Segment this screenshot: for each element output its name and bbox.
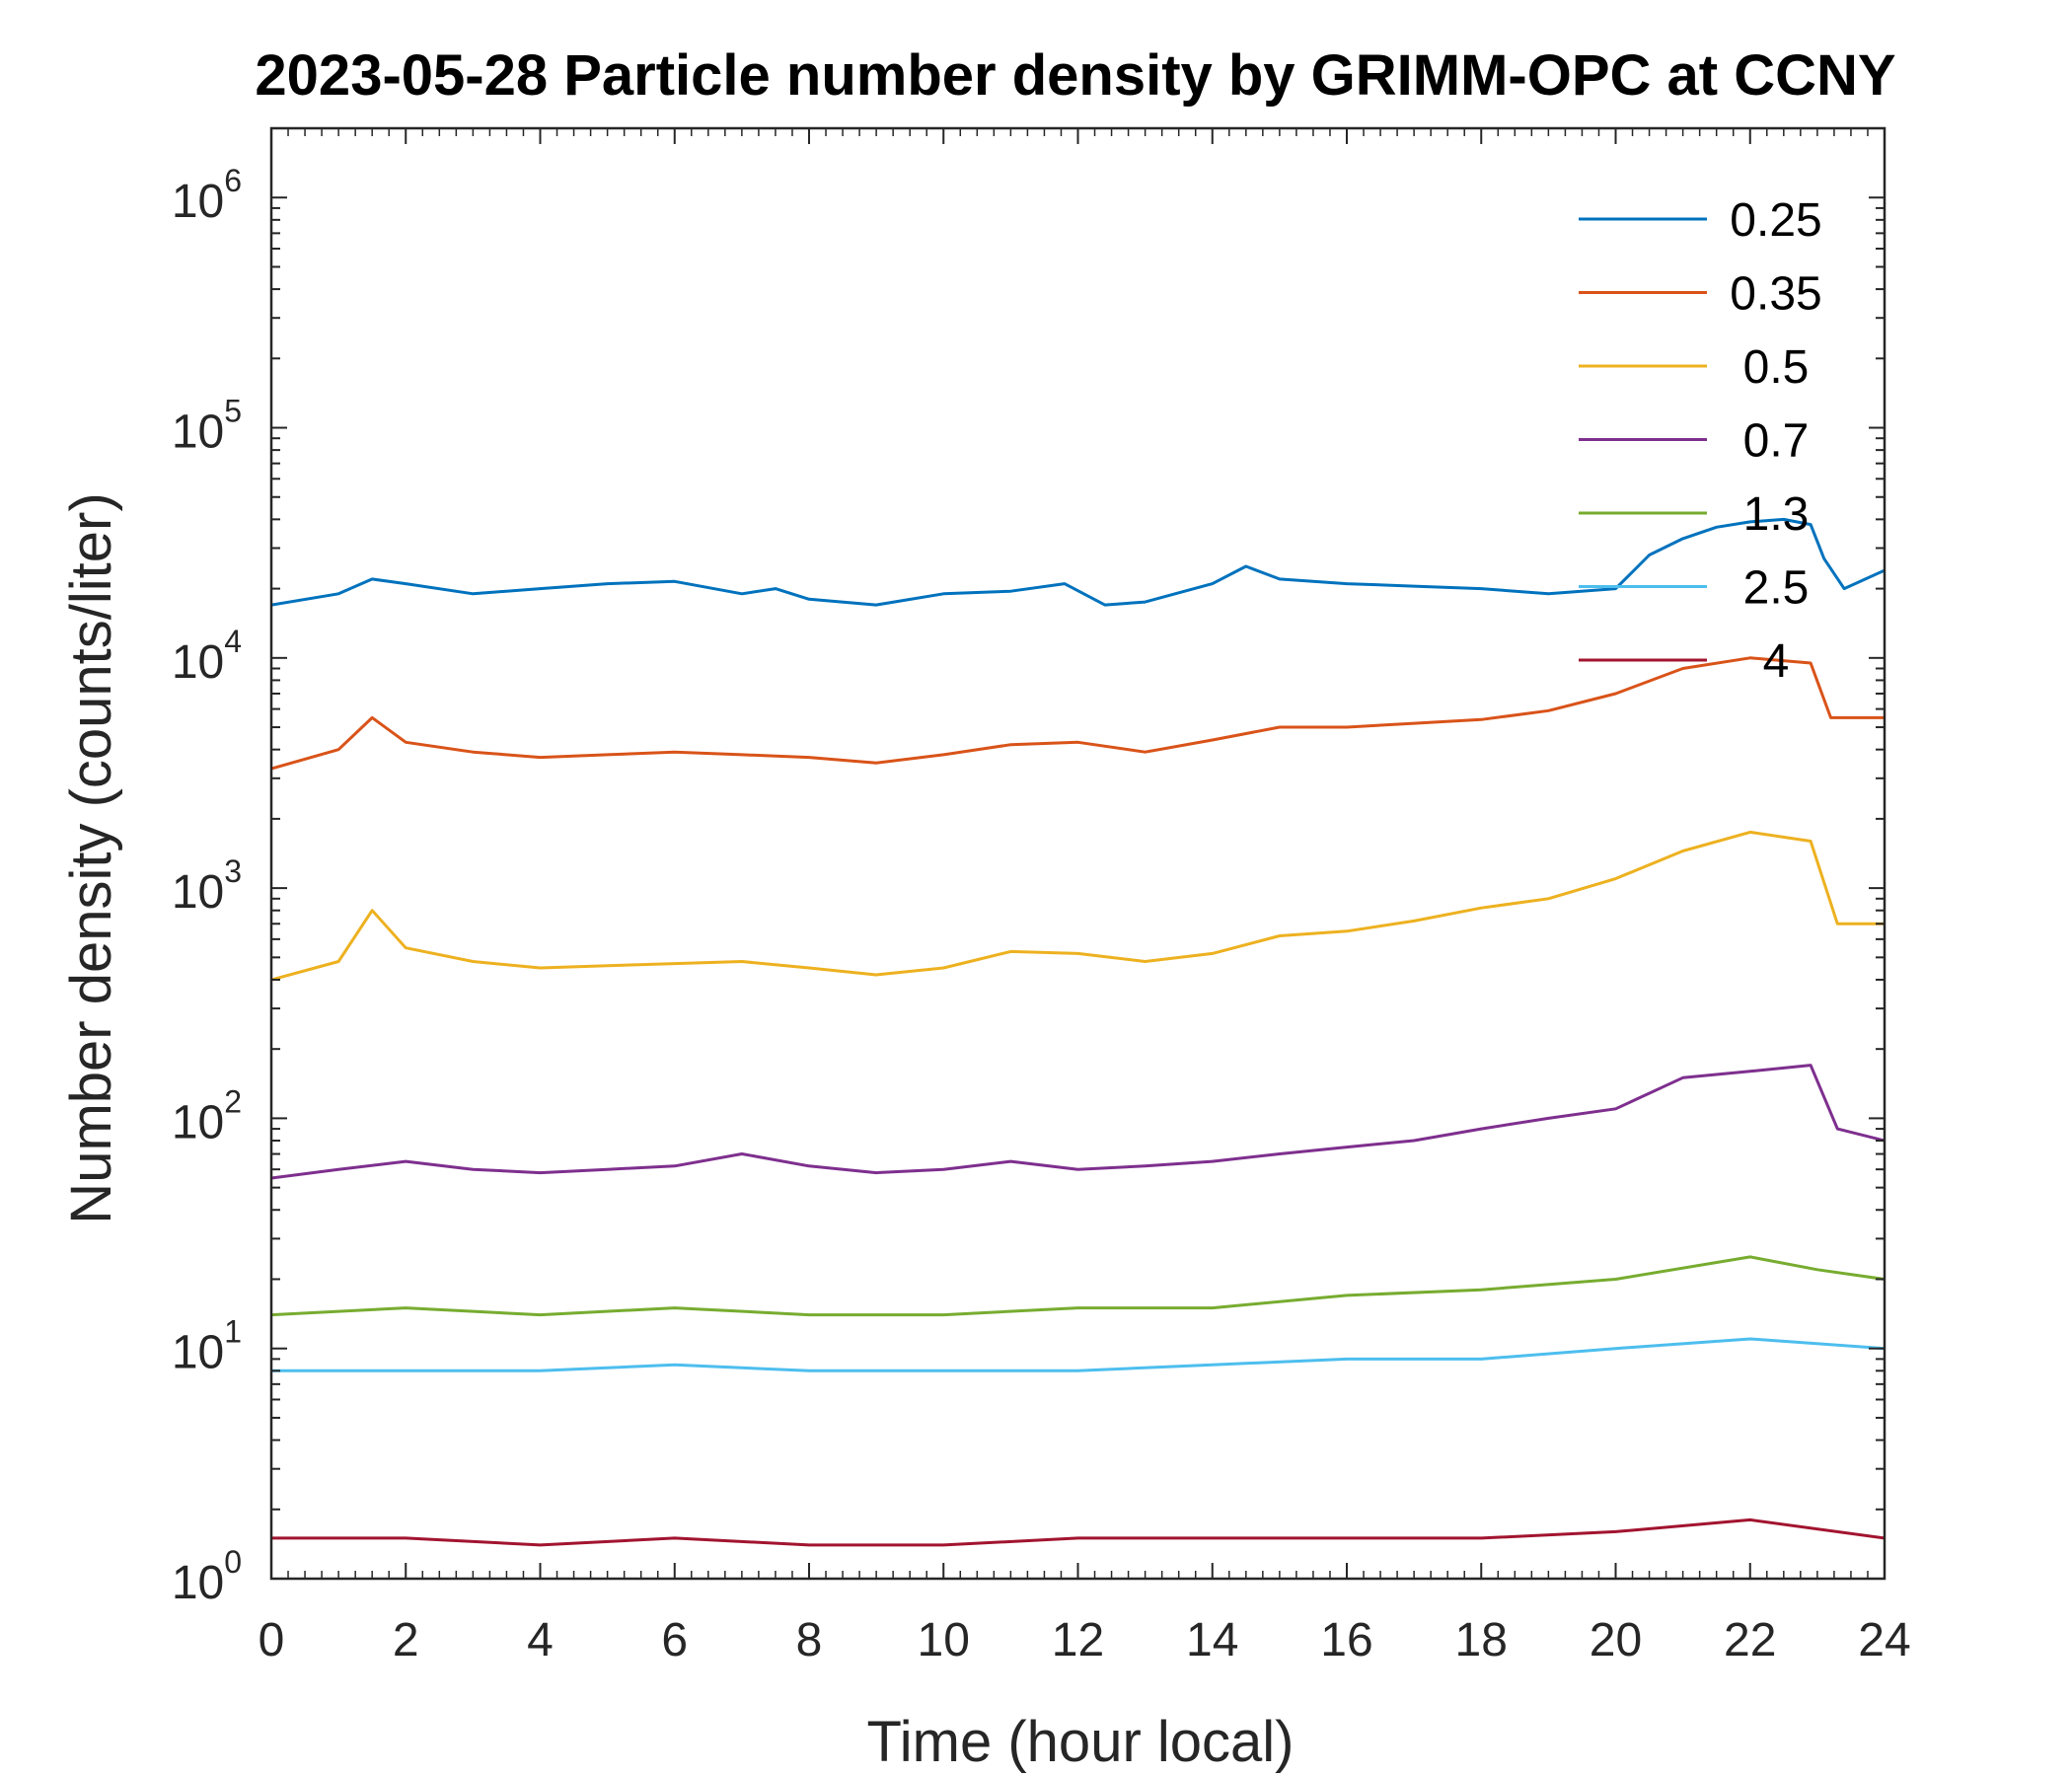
legend-entry-0-7: 0.7 <box>1579 415 1809 468</box>
legend-label: 1.3 <box>1743 488 1810 541</box>
x-tick-label: 0 <box>259 1614 285 1666</box>
series-line-0-35 <box>271 656 1885 771</box>
legend: 0.25 0.35 0.5 0.7 1.3 2.5 4 <box>1579 194 1822 688</box>
series-line-0-25 <box>271 517 1885 607</box>
y-tick-label: 106 <box>172 163 242 228</box>
x-tick-label: 4 <box>527 1614 554 1666</box>
x-tick-label: 10 <box>918 1614 970 1666</box>
series-line-1-3 <box>271 1255 1885 1317</box>
x-tick-label: 2 <box>393 1614 419 1666</box>
tick-labels-layer: 0 2 4 6 8 10 12 14 16 18 20 22 241001011021031041051… <box>172 163 1911 1666</box>
legend-entry-1-3: 1.3 <box>1579 488 1809 541</box>
legend-entry-0-25: 0.25 <box>1579 194 1822 247</box>
x-tick-label: 22 <box>1724 1614 1776 1666</box>
legend-label: 0.7 <box>1743 415 1810 468</box>
legend-label: 0.5 <box>1743 341 1810 394</box>
x-tick-label: 12 <box>1052 1614 1104 1666</box>
series-line-0-7 <box>271 1064 1885 1180</box>
legend-label: 4 <box>1763 635 1790 688</box>
y-tick-label: 100 <box>172 1544 242 1609</box>
legend-entry-2-5: 2.5 <box>1579 562 1809 615</box>
series-layer <box>271 517 1885 1547</box>
y-tick-label: 103 <box>172 853 242 919</box>
y-tick-label: 101 <box>172 1314 242 1379</box>
legend-entry-0-35: 0.35 <box>1579 268 1822 321</box>
series-line-2-5 <box>271 1337 1885 1372</box>
x-tick-label: 8 <box>796 1614 823 1666</box>
legend-label: 0.35 <box>1730 268 1821 321</box>
x-tick-label: 24 <box>1858 1614 1910 1666</box>
y-axis-label: Number density (counts/liter) <box>59 492 123 1223</box>
legend-label: 2.5 <box>1743 562 1810 615</box>
x-tick-label: 20 <box>1590 1614 1642 1666</box>
legend-entry-4: 4 <box>1579 635 1789 688</box>
x-axis-label: Time (hour local) <box>867 1710 1295 1774</box>
series-line-4 <box>271 1517 1885 1547</box>
x-tick-label: 14 <box>1186 1614 1238 1666</box>
x-tick-label: 18 <box>1455 1614 1508 1666</box>
x-tick-label: 16 <box>1320 1614 1372 1666</box>
ticks-layer <box>270 127 1886 1580</box>
legend-entry-0-5: 0.5 <box>1579 341 1809 394</box>
y-tick-label: 104 <box>172 624 242 689</box>
y-tick-label: 102 <box>172 1083 242 1148</box>
chart-title: 2023-05-28 Particle number density by GR… <box>255 43 1895 108</box>
x-tick-label: 6 <box>661 1614 688 1666</box>
y-tick-label: 105 <box>172 394 242 459</box>
legend-label: 0.25 <box>1730 194 1821 247</box>
series-line-0-5 <box>271 830 1885 982</box>
